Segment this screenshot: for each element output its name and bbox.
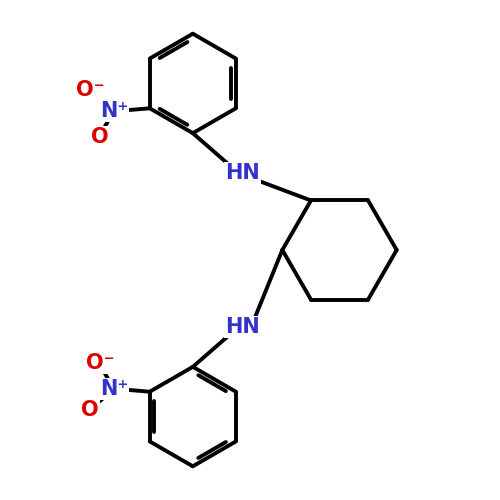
Text: O⁻: O⁻ bbox=[76, 80, 104, 100]
Text: O⁻: O⁻ bbox=[86, 354, 114, 374]
Text: N⁺: N⁺ bbox=[100, 379, 128, 399]
Text: O: O bbox=[82, 400, 99, 420]
Text: HN: HN bbox=[225, 163, 260, 183]
Text: HN: HN bbox=[225, 317, 260, 337]
Text: N⁺: N⁺ bbox=[100, 101, 128, 121]
Text: O: O bbox=[91, 126, 109, 146]
